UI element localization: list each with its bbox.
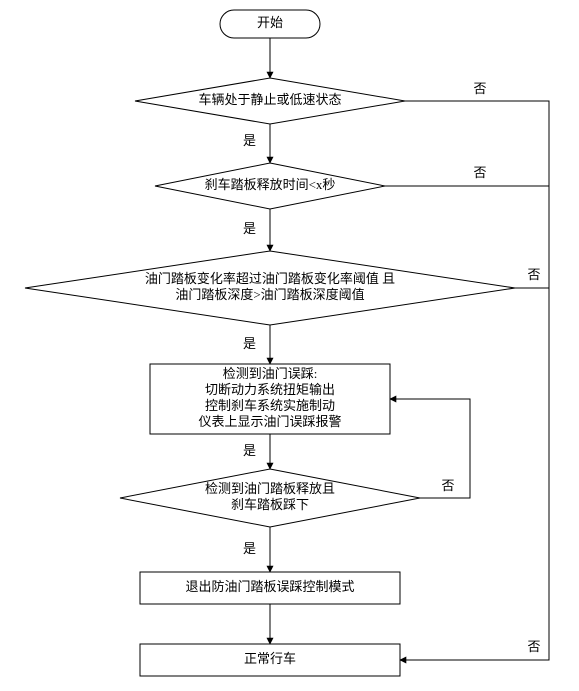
node-p3: 正常行车	[140, 644, 400, 676]
node-d4: 检测到油门踏板释放且刹车踏板踩下	[120, 469, 420, 527]
node-d1-line0: 车辆处于静止或低速状态	[198, 92, 341, 107]
node-d3: 油门踏板变化率超过油门踏板变化率阈值 且油门踏板深度>油门踏板深度阈值	[25, 251, 515, 325]
node-d3-line0: 油门踏板变化率超过油门踏板变化率阈值 且	[145, 271, 395, 286]
node-p3-line0: 正常行车	[244, 651, 296, 666]
edge-7	[400, 101, 549, 660]
edge-label-2: 是	[243, 221, 256, 236]
node-p1-line2: 控制刹车系统实施制动	[205, 398, 335, 413]
edge-label-5: 是	[243, 541, 256, 556]
edge-label-10: 否	[441, 478, 454, 493]
node-p1-line1: 切断动力系统扭矩输出	[205, 382, 335, 397]
edge-label-1: 是	[243, 133, 256, 148]
edge-label-11: 否	[527, 639, 540, 654]
node-start: 开始	[220, 10, 320, 38]
node-d2-line0: 刹车踏板释放时间<x秒	[205, 177, 336, 192]
node-d2: 刹车踏板释放时间<x秒	[155, 163, 385, 209]
node-start-line0: 开始	[257, 15, 283, 30]
edge-label-9: 否	[527, 267, 540, 282]
node-p2: 退出防油门踏板误踩控制模式	[140, 572, 400, 604]
node-d4-line1: 刹车踏板踩下	[231, 497, 309, 512]
node-p2-line0: 退出防油门踏板误踩控制模式	[185, 579, 354, 594]
node-d4-line0: 检测到油门踏板释放且	[205, 481, 335, 496]
node-p1-line3: 仪表上显示油门误踩报警	[198, 414, 341, 429]
node-d1: 车辆处于静止或低速状态	[135, 78, 405, 124]
edge-label-3: 是	[243, 336, 256, 351]
edge-label-8: 否	[473, 165, 486, 180]
node-p1: 检测到油门误踩:切断动力系统扭矩输出控制刹车系统实施制动仪表上显示油门误踩报警	[150, 364, 390, 434]
node-p1-line0: 检测到油门误踩:	[223, 366, 318, 381]
node-d3-line1: 油门踏板深度>油门踏板深度阈值	[175, 287, 364, 302]
edge-label-7: 否	[473, 81, 486, 96]
edge-label-4: 是	[243, 443, 256, 458]
edge-10	[390, 399, 470, 498]
